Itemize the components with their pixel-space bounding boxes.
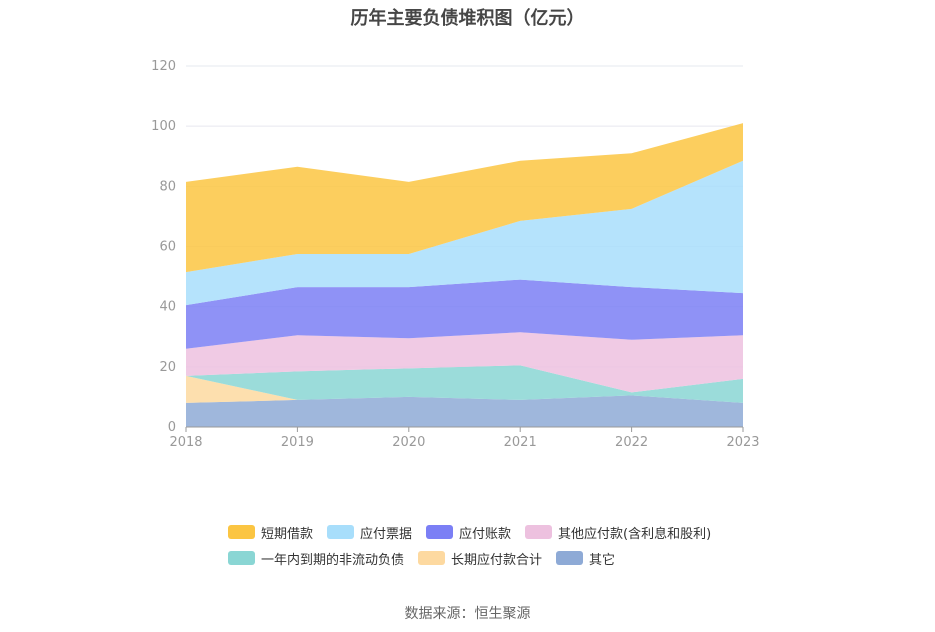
area-series-应付账款 — [186, 279, 743, 349]
area-series-应付票据 — [186, 160, 743, 306]
legend-label: 其它 — [589, 552, 616, 568]
legend-label: 应付票据 — [360, 526, 413, 542]
legend-item[interactable]: 长期应付款合计 — [418, 549, 542, 568]
area-series-一年内到期的非流动负债 — [186, 365, 743, 403]
x-tick-label: 2019 — [281, 435, 314, 450]
legend-item[interactable]: 其他应付款(含利息和股利) — [525, 523, 711, 542]
legend-label: 应付账款 — [459, 526, 512, 542]
legend-item[interactable]: 一年内到期的非流动负债 — [228, 549, 404, 568]
area-series-长期应付款合计 — [186, 375, 743, 403]
y-tick-label: 60 — [159, 240, 176, 255]
legend: 短期借款 应付票据 应付账款 其他应付款(含利息和股利) 一年内到期的非流动负债 长期应… — [228, 519, 788, 571]
legend-label: 短期借款 — [261, 526, 314, 542]
legend-swatch — [228, 551, 255, 565]
legend-swatch — [525, 525, 553, 539]
legend-item[interactable]: 短期借款 — [228, 523, 313, 542]
area-layer — [186, 123, 743, 427]
area-series-其他应付款(含利息和股利) — [186, 332, 743, 393]
x-tick-label: 2020 — [392, 435, 425, 450]
legend-swatch — [327, 525, 355, 539]
x-tick-label: 2021 — [504, 435, 537, 450]
legend-item[interactable]: 其它 — [556, 549, 615, 568]
legend-label: 其他应付款(含利息和股利) — [558, 526, 712, 542]
y-tick-label: 100 — [151, 119, 176, 134]
legend-row: 短期借款 应付票据 应付账款 其他应付款(含利息和股利) — [228, 519, 788, 545]
area-series-其它 — [186, 395, 743, 427]
data-source: 数据来源：恒生聚源 — [404, 606, 531, 622]
x-tick-label: 2018 — [169, 435, 202, 450]
area-series-短期借款 — [186, 123, 743, 273]
x-tick-label: 2022 — [615, 435, 648, 450]
x-tick-label: 2023 — [726, 435, 759, 450]
legend-swatch — [556, 551, 584, 565]
legend-label: 长期应付款合计 — [451, 552, 543, 568]
legend-swatch — [228, 525, 255, 539]
y-tick-label: 80 — [159, 179, 176, 194]
y-tick-label: 20 — [159, 360, 176, 375]
legend-swatch — [418, 551, 446, 565]
chart-title: 历年主要负债堆积图（亿元） — [350, 8, 585, 29]
legend-item[interactable]: 应付账款 — [426, 523, 511, 542]
y-tick-label: 40 — [159, 300, 176, 315]
legend-row: 一年内到期的非流动负债 长期应付款合计 其它 — [228, 545, 788, 571]
axis-layer: 0 20 40 60 80 100 120 2018 2019 2020 2021 2022 2023 — [151, 59, 759, 450]
y-tick-label: 0 — [168, 420, 176, 435]
legend-swatch — [426, 525, 454, 539]
y-tick-label: 120 — [151, 59, 176, 74]
legend-label: 一年内到期的非流动负债 — [261, 552, 405, 568]
legend-item[interactable]: 应付票据 — [327, 523, 412, 542]
